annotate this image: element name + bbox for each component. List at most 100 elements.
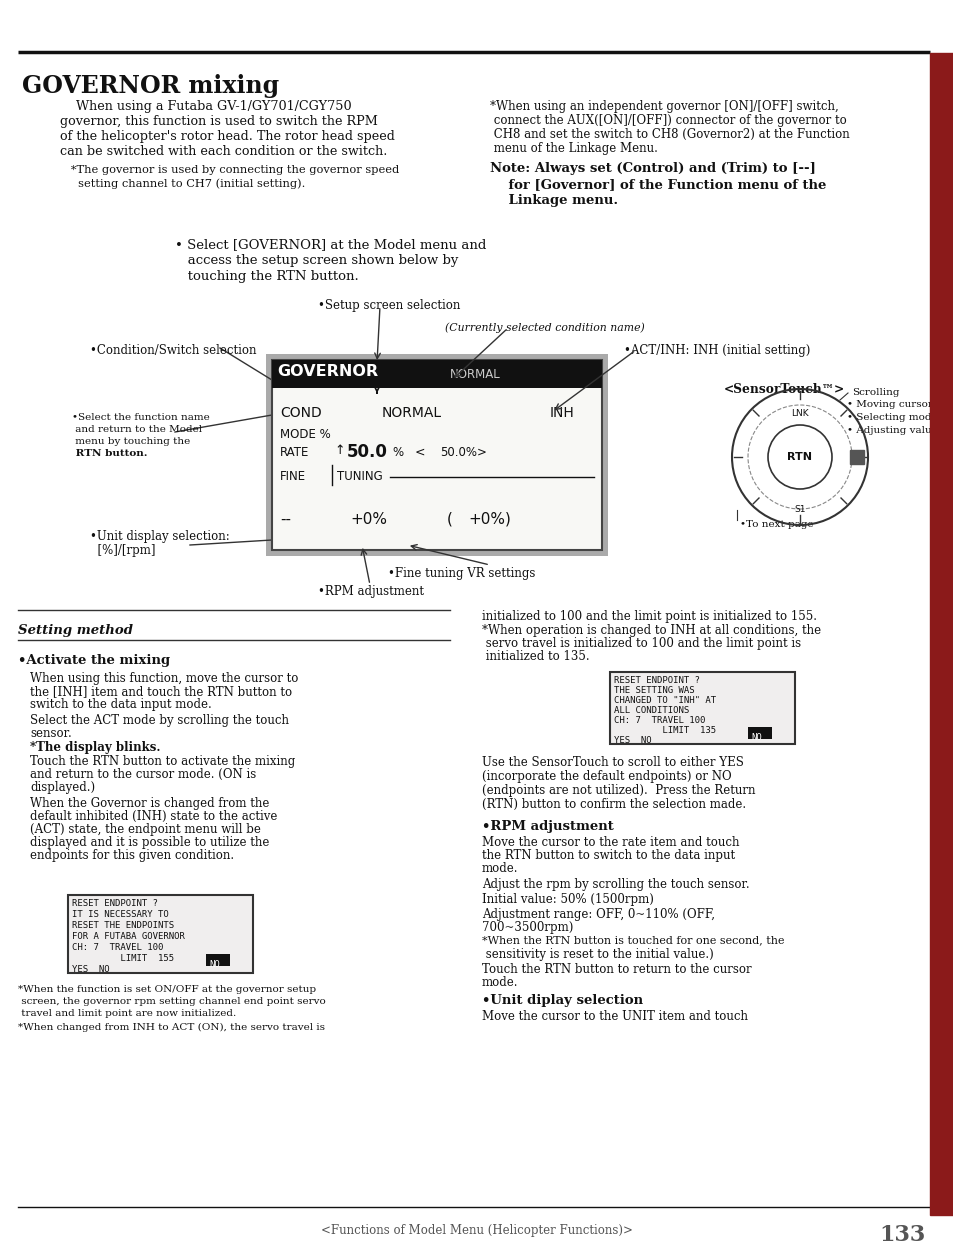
Text: NO: NO [209, 960, 219, 970]
Text: •Unit display selection:: •Unit display selection: [90, 530, 230, 543]
Text: NORMAL: NORMAL [381, 407, 441, 420]
Text: IT IS NECESSARY TO: IT IS NECESSARY TO [71, 909, 169, 919]
Text: initialized to 135.: initialized to 135. [481, 651, 589, 663]
Text: *The governor is used by connecting the governor speed: *The governor is used by connecting the … [60, 165, 399, 175]
Text: RTN: RTN [786, 452, 812, 462]
Text: 133: 133 [879, 1223, 925, 1246]
Text: GOVERNOR mixing: GOVERNOR mixing [22, 74, 279, 98]
Text: menu by touching the: menu by touching the [71, 437, 190, 447]
Text: (endpoints are not utilized).  Press the Return: (endpoints are not utilized). Press the … [481, 784, 755, 797]
Text: displayed and it is possible to utilize the: displayed and it is possible to utilize … [30, 836, 269, 849]
Text: initialized to 100 and the limit point is initialized to 155.: initialized to 100 and the limit point i… [481, 610, 816, 623]
Text: setting channel to CH7 (initial setting).: setting channel to CH7 (initial setting)… [60, 178, 305, 189]
Text: menu of the Linkage Menu.: menu of the Linkage Menu. [490, 143, 658, 155]
Text: for [Governor] of the Function menu of the: for [Governor] of the Function menu of t… [490, 178, 825, 191]
Text: CH8 and set the switch to CH8 (Governor2) at the Function: CH8 and set the switch to CH8 (Governor2… [490, 128, 849, 141]
Text: *When using an independent governor [ON]/[OFF] switch,: *When using an independent governor [ON]… [490, 100, 838, 113]
Text: Move the cursor to the UNIT item and touch: Move the cursor to the UNIT item and tou… [481, 1010, 747, 1023]
Text: •Condition/Switch selection: •Condition/Switch selection [90, 344, 256, 357]
Text: Initial value: 50% (1500rpm): Initial value: 50% (1500rpm) [481, 893, 653, 906]
Text: Adjustment range: OFF, 0~110% (OFF,: Adjustment range: OFF, 0~110% (OFF, [481, 908, 714, 921]
Text: switch to the data input mode.: switch to the data input mode. [30, 698, 212, 711]
Bar [849, 450, 863, 464]
Text: can be switched with each condition or the switch.: can be switched with each condition or t… [60, 145, 387, 158]
Text: *When the function is set ON/OFF at the governor setup: *When the function is set ON/OFF at the … [18, 985, 315, 995]
Text: of the helicopter's rotor head. The rotor head speed: of the helicopter's rotor head. The roto… [60, 130, 395, 143]
Text: •To next page: •To next page [740, 520, 813, 529]
Text: mode.: mode. [481, 976, 518, 990]
Text: %: % [392, 447, 403, 459]
Text: Setting method: Setting method [18, 624, 132, 637]
Text: displayed.): displayed.) [30, 781, 95, 794]
Text: RATE: RATE [280, 447, 309, 459]
Text: *When operation is changed to INH at all conditions, the: *When operation is changed to INH at all… [481, 624, 821, 637]
Text: Touch the RTN button to return to the cursor: Touch the RTN button to return to the cu… [481, 963, 751, 976]
Text: Move the cursor to the rate item and touch: Move the cursor to the rate item and tou… [481, 836, 739, 849]
Text: Select the ACT mode by scrolling the touch: Select the ACT mode by scrolling the tou… [30, 714, 289, 727]
Bar [68, 894, 253, 973]
Text: •ACT/INH: INH (initial setting): •ACT/INH: INH (initial setting) [623, 344, 809, 357]
Text: INH: INH [550, 407, 574, 420]
Text: servo travel is initialized to 100 and the limit point is: servo travel is initialized to 100 and t… [481, 637, 801, 651]
Text: FOR A FUTABA GOVERNOR: FOR A FUTABA GOVERNOR [71, 932, 185, 941]
Text: +0%: +0% [350, 512, 387, 527]
Bar [272, 360, 601, 550]
Text: YES  NO: YES NO [71, 965, 110, 975]
Text: governor, this function is used to switch the RPM: governor, this function is used to switc… [60, 115, 377, 128]
Text: NORMAL: NORMAL [450, 368, 500, 382]
Text: When using a Futaba GV-1/GY701/CGY750: When using a Futaba GV-1/GY701/CGY750 [60, 100, 352, 113]
Text: Use the SensorTouch to scroll to either YES: Use the SensorTouch to scroll to either … [481, 756, 743, 769]
Text: (ACT) state, the endpoint menu will be: (ACT) state, the endpoint menu will be [30, 823, 260, 836]
Text: [%]/[rpm]: [%]/[rpm] [90, 544, 155, 557]
Text: FINE: FINE [280, 470, 306, 483]
Text: RTN button.: RTN button. [71, 449, 148, 458]
Text: <Functions of Model Menu (Helicopter Functions)>: <Functions of Model Menu (Helicopter Fun… [321, 1223, 632, 1237]
Text: COND: COND [280, 407, 321, 420]
Text: RESET THE ENDPOINTS: RESET THE ENDPOINTS [71, 921, 174, 929]
Text: (Currently selected condition name): (Currently selected condition name) [444, 322, 644, 333]
Bar [609, 672, 794, 744]
Text: • Moving cursor: • Moving cursor [846, 400, 932, 409]
Text: TUNING: TUNING [336, 470, 382, 483]
Text: and return to the Model: and return to the Model [71, 425, 202, 434]
Bar [272, 360, 601, 388]
Text: NO: NO [750, 733, 760, 742]
Text: •RPM adjustment: •RPM adjustment [481, 819, 613, 833]
Bar [206, 955, 230, 966]
Text: CH: 7  TRAVEL 100: CH: 7 TRAVEL 100 [71, 943, 163, 952]
Text: • Select [GOVERNOR] at the Model menu and: • Select [GOVERNOR] at the Model menu an… [174, 238, 486, 251]
Text: Adjust the rpm by scrolling the touch sensor.: Adjust the rpm by scrolling the touch se… [481, 878, 749, 891]
Text: sensitivity is reset to the initial value.): sensitivity is reset to the initial valu… [481, 948, 713, 961]
Text: •Fine tuning VR settings: •Fine tuning VR settings [388, 567, 535, 580]
Text: travel and limit point are now initialized.: travel and limit point are now initializ… [18, 1010, 236, 1018]
Text: YES  NO: YES NO [614, 736, 651, 746]
Text: LIMIT  135: LIMIT 135 [614, 726, 716, 736]
Text: 50.0%>: 50.0%> [439, 447, 486, 459]
Text: CH: 7  TRAVEL 100: CH: 7 TRAVEL 100 [614, 716, 704, 726]
Text: When the Governor is changed from the: When the Governor is changed from the [30, 797, 269, 809]
Text: (incorporate the default endpoints) or NO: (incorporate the default endpoints) or N… [481, 771, 731, 783]
Text: endpoints for this given condition.: endpoints for this given condition. [30, 849, 233, 862]
Text: *When the RTN button is touched for one second, the: *When the RTN button is touched for one … [481, 934, 783, 945]
Text: the [INH] item and touch the RTN button to: the [INH] item and touch the RTN button … [30, 686, 292, 698]
Text: 50.0: 50.0 [347, 443, 388, 462]
Text: the RTN button to switch to the data input: the RTN button to switch to the data inp… [481, 849, 735, 862]
Text: GOVERNOR: GOVERNOR [276, 364, 377, 379]
Text: S1: S1 [794, 504, 805, 513]
Bar [929, 53, 953, 1215]
Text: •Unit diplay selection: •Unit diplay selection [481, 995, 642, 1007]
Text: (RTN) button to confirm the selection made.: (RTN) button to confirm the selection ma… [481, 798, 745, 811]
Text: access the setup screen shown below by: access the setup screen shown below by [174, 254, 457, 266]
Text: Linkage menu.: Linkage menu. [490, 194, 618, 206]
Bar [747, 727, 771, 739]
Text: THE SETTING WAS: THE SETTING WAS [614, 686, 694, 696]
Text: *The display blinks.: *The display blinks. [30, 741, 160, 754]
Text: screen, the governor rpm setting channel end point servo: screen, the governor rpm setting channel… [18, 997, 325, 1006]
Bar [266, 354, 607, 555]
Text: RESET ENDPOINT ?: RESET ENDPOINT ? [614, 676, 700, 686]
Text: <SensorTouch™>: <SensorTouch™> [723, 383, 844, 397]
Text: *When changed from INH to ACT (ON), the servo travel is: *When changed from INH to ACT (ON), the … [18, 1023, 325, 1032]
Text: sensor.: sensor. [30, 727, 71, 741]
Text: +0%): +0%) [468, 512, 511, 527]
Text: •RPM adjustment: •RPM adjustment [317, 585, 423, 598]
